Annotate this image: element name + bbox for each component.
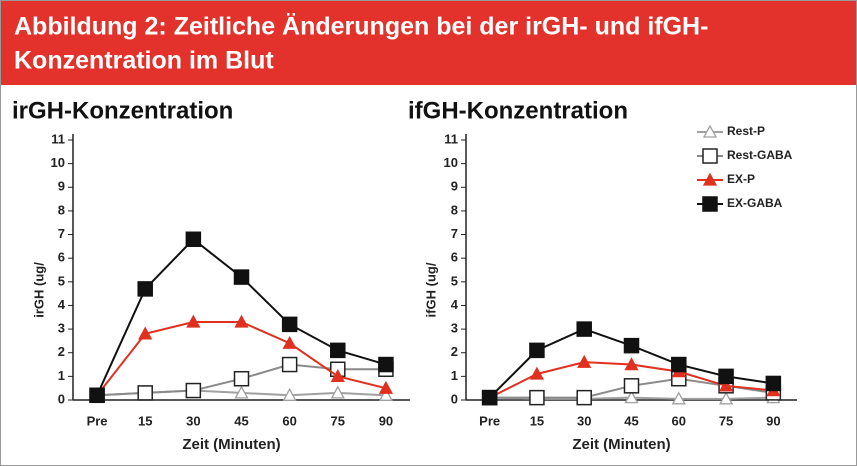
header-title: Abbildung 2: Zeitliche Änderungen bei de… bbox=[14, 13, 708, 41]
marker bbox=[529, 366, 545, 380]
marker bbox=[702, 148, 718, 164]
y-tick-label: 7 bbox=[451, 226, 458, 241]
y-tick-label: 0 bbox=[451, 391, 458, 406]
y-tick-label: 3 bbox=[58, 321, 65, 336]
marker bbox=[623, 378, 640, 394]
x-tick-label: 45 bbox=[624, 413, 638, 428]
marker bbox=[702, 196, 718, 212]
marker bbox=[576, 321, 592, 337]
x-tick-label: 30 bbox=[577, 413, 591, 428]
y-tick-label: 3 bbox=[451, 321, 458, 336]
marker bbox=[671, 391, 686, 405]
marker bbox=[330, 369, 345, 383]
y-tick-label: 11 bbox=[51, 131, 65, 146]
y-tick-label: 9 bbox=[451, 179, 458, 194]
y-tick-label: 4 bbox=[451, 297, 459, 312]
marker bbox=[624, 357, 639, 371]
legend-label: Rest-GABA bbox=[727, 148, 793, 162]
marker bbox=[89, 387, 105, 404]
legend-label: EX-GABA bbox=[727, 196, 783, 210]
marker bbox=[233, 370, 250, 387]
marker bbox=[233, 269, 250, 285]
y-tick-label: 10 bbox=[444, 155, 458, 170]
marker bbox=[137, 385, 153, 401]
x-axis-label: Zeit (Minuten) bbox=[572, 436, 670, 453]
y-tick-label: 6 bbox=[58, 250, 65, 265]
header-title: Konzentration im Blut bbox=[14, 47, 274, 75]
marker bbox=[481, 389, 498, 406]
marker bbox=[378, 380, 394, 394]
x-tick-label: 15 bbox=[530, 413, 544, 428]
marker bbox=[529, 342, 545, 359]
marker bbox=[185, 231, 202, 248]
marker bbox=[623, 337, 640, 354]
y-tick-label: 6 bbox=[451, 250, 458, 265]
marker bbox=[702, 124, 718, 138]
marker bbox=[330, 385, 345, 399]
marker bbox=[718, 391, 734, 405]
header-band bbox=[1, 1, 856, 85]
x-tick-label: Pre bbox=[479, 413, 500, 428]
y-tick-label: 1 bbox=[58, 368, 65, 383]
legend-label: EX-P bbox=[727, 172, 755, 186]
marker bbox=[577, 354, 592, 368]
legend-label: Rest-P bbox=[727, 124, 765, 138]
marker bbox=[378, 387, 394, 401]
x-tick-label: 60 bbox=[672, 413, 686, 428]
y-tick-label: 1 bbox=[451, 368, 458, 383]
y-tick-label: 11 bbox=[444, 131, 458, 146]
x-tick-label: 75 bbox=[331, 413, 345, 428]
marker bbox=[702, 172, 718, 186]
y-tick-label: 5 bbox=[58, 273, 65, 288]
chart-title: ifGH-Konzentration bbox=[408, 97, 628, 124]
x-tick-label: 90 bbox=[766, 413, 780, 428]
y-axis-label: irGH (ug/ bbox=[31, 262, 46, 318]
marker bbox=[137, 281, 153, 297]
marker bbox=[529, 389, 545, 406]
marker bbox=[330, 342, 346, 359]
marker bbox=[281, 316, 298, 333]
x-tick-label: Pre bbox=[87, 413, 108, 428]
y-tick-label: 9 bbox=[58, 179, 65, 194]
marker bbox=[718, 378, 734, 392]
marker bbox=[765, 375, 782, 392]
marker bbox=[671, 356, 687, 373]
x-tick-label: 30 bbox=[186, 413, 200, 428]
x-tick-label: 60 bbox=[282, 413, 296, 428]
y-tick-label: 7 bbox=[58, 226, 65, 241]
marker bbox=[185, 382, 202, 399]
y-tick-label: 0 bbox=[58, 391, 65, 406]
x-tick-label: 45 bbox=[234, 413, 248, 428]
marker bbox=[186, 314, 201, 328]
y-tick-label: 4 bbox=[58, 297, 66, 312]
marker bbox=[234, 385, 249, 399]
y-tick-label: 2 bbox=[451, 344, 458, 359]
y-tick-label: 2 bbox=[58, 344, 65, 359]
marker bbox=[234, 314, 249, 328]
x-tick-label: 75 bbox=[719, 413, 733, 428]
marker bbox=[378, 356, 394, 373]
marker bbox=[282, 335, 297, 349]
x-axis-label: Zeit (Minuten) bbox=[182, 436, 280, 453]
y-tick-label: 10 bbox=[51, 155, 65, 170]
chart-title: irGH-Konzentration bbox=[12, 97, 233, 124]
marker bbox=[282, 387, 297, 401]
marker bbox=[576, 389, 592, 406]
x-tick-label: 15 bbox=[138, 413, 152, 428]
marker bbox=[138, 326, 153, 340]
y-tick-label: 5 bbox=[451, 273, 458, 288]
marker bbox=[281, 356, 298, 373]
y-tick-label: 8 bbox=[58, 202, 65, 217]
y-axis-label: ifGH (ug/ bbox=[423, 262, 438, 317]
y-tick-label: 8 bbox=[451, 202, 458, 217]
marker bbox=[718, 368, 734, 385]
marker bbox=[624, 390, 639, 404]
x-tick-label: 90 bbox=[379, 413, 393, 428]
